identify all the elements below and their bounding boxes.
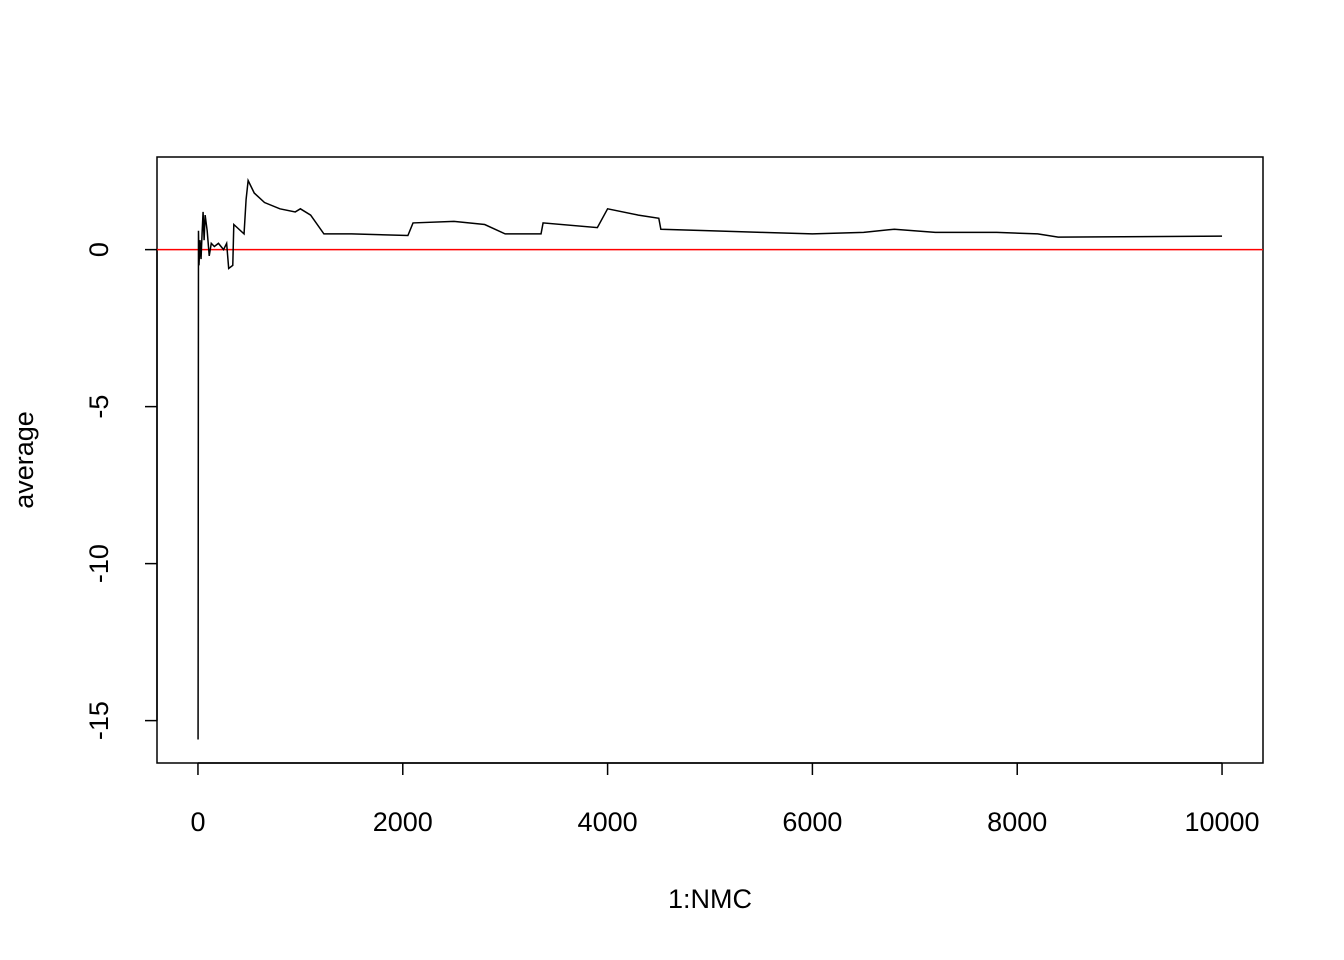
x-axis-title: 1:NMC: [668, 884, 752, 914]
y-tick-label: 0: [84, 242, 114, 257]
x-tick-label: 4000: [578, 807, 638, 837]
y-tick-label: -15: [84, 701, 114, 740]
y-tick-label: -5: [84, 395, 114, 419]
x-tick-label: 0: [190, 807, 205, 837]
y-tick-label: -10: [84, 544, 114, 583]
data-line: [197, 177, 1223, 740]
x-tick-label: 2000: [373, 807, 433, 837]
x-tick-label: 8000: [987, 807, 1047, 837]
x-tick-label: 6000: [782, 807, 842, 837]
y-axis-title: average: [9, 411, 39, 509]
plot-frame: [156, 156, 1264, 764]
x-tick-label: 10000: [1184, 807, 1259, 837]
